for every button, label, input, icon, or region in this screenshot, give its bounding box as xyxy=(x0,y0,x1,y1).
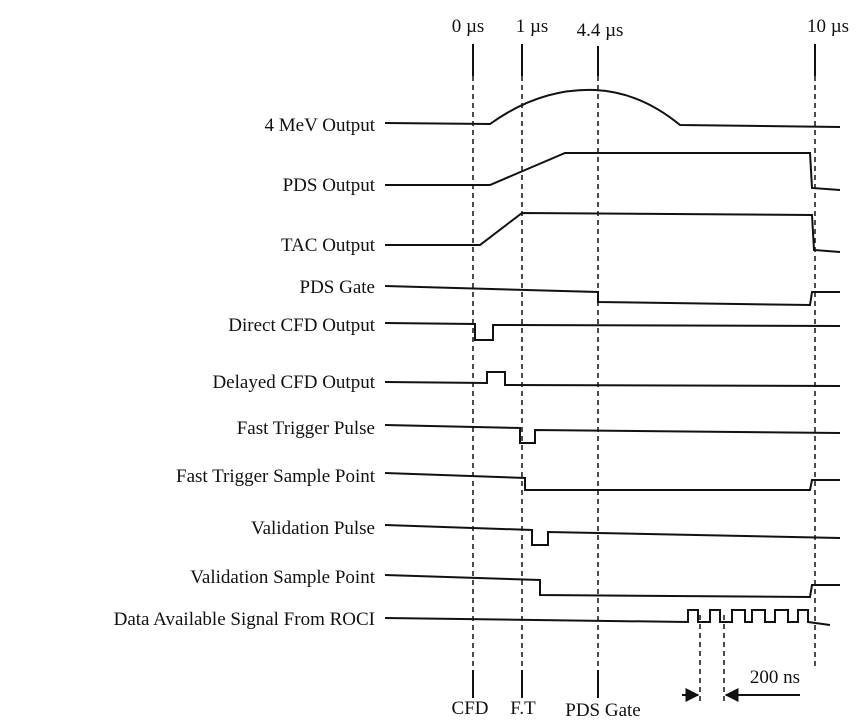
signal-label: Fast Trigger Sample Point xyxy=(176,466,376,487)
waveform xyxy=(384,472,840,491)
signal-label: PDS Gate xyxy=(300,277,375,298)
bottom-label: PDS Gate xyxy=(565,700,640,721)
time-labels: 0 µs 1 µs 4.4 µs 10 µs xyxy=(452,16,849,41)
waveform xyxy=(384,424,841,444)
time-label: 4.4 µs xyxy=(577,20,624,41)
bottom-labels: CFD F.T PDS Gate 200 ns xyxy=(452,667,801,721)
waveform xyxy=(384,609,831,626)
time-markers xyxy=(472,44,816,705)
waveform xyxy=(384,285,840,307)
signal-label: Delayed CFD Output xyxy=(212,372,375,393)
waveform xyxy=(384,371,841,387)
time-label: 1 µs xyxy=(516,16,549,37)
waveforms xyxy=(384,88,841,626)
interval-label: 200 ns xyxy=(750,667,800,688)
time-label: 10 µs xyxy=(807,16,849,37)
bottom-label: CFD xyxy=(452,698,489,719)
waveform xyxy=(385,211,841,253)
signal-label: Data Available Signal From ROCI xyxy=(114,609,375,630)
waveform xyxy=(384,524,841,546)
signal-label: PDS Output xyxy=(283,175,376,196)
signal-label: TAC Output xyxy=(281,235,376,256)
bottom-label: F.T xyxy=(510,698,536,719)
waveform xyxy=(385,152,841,191)
signal-label: 4 MeV Output xyxy=(265,115,376,136)
signal-label: Fast Trigger Pulse xyxy=(237,418,375,439)
waveform xyxy=(384,88,841,128)
signal-label: Direct CFD Output xyxy=(228,315,375,336)
waveform xyxy=(384,574,840,599)
signal-labels: 4 MeV Output PDS Output TAC Output PDS G… xyxy=(114,115,376,630)
time-label: 0 µs xyxy=(452,16,485,37)
signal-label: Validation Sample Point xyxy=(190,567,375,588)
signal-label: Validation Pulse xyxy=(251,518,375,539)
waveform xyxy=(384,322,841,341)
